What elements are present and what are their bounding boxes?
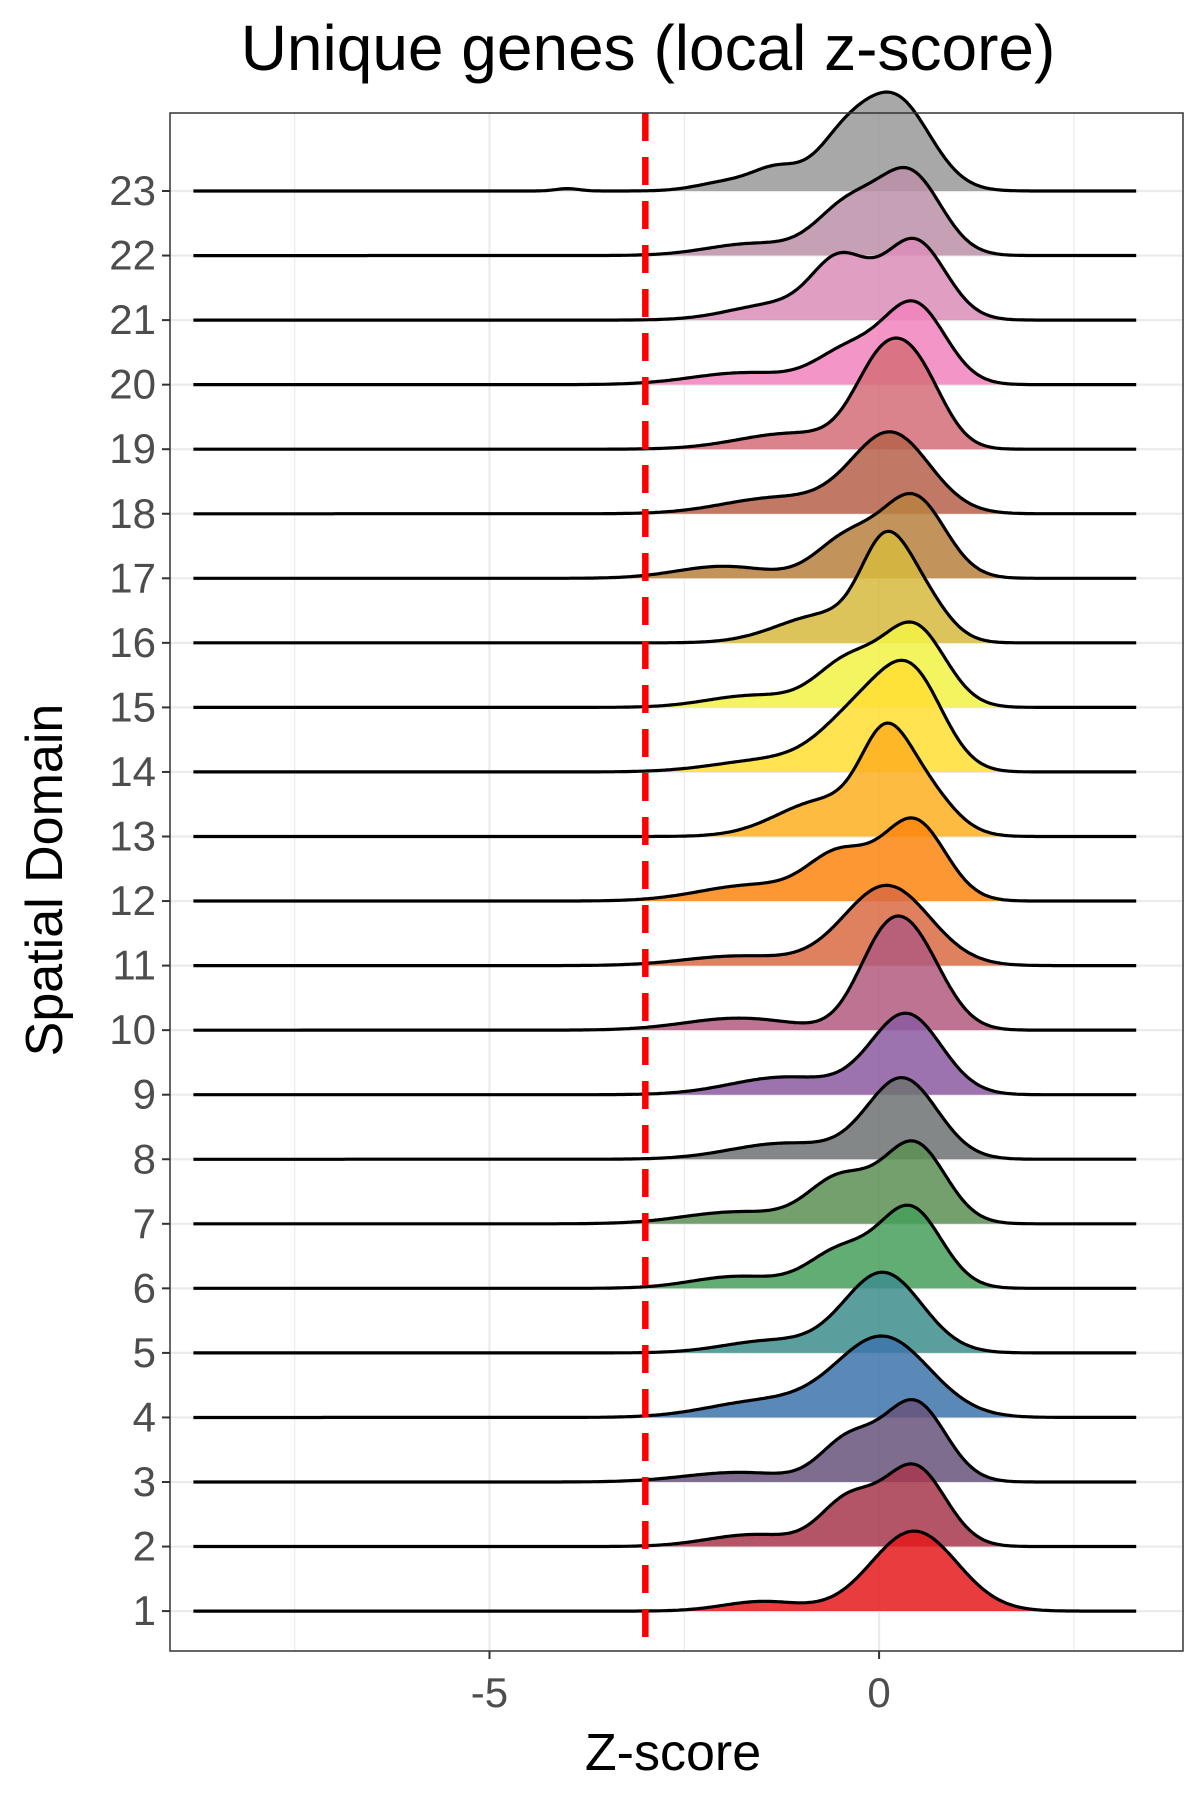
ridge-fill bbox=[193, 1463, 1137, 1547]
ridge-fill bbox=[193, 817, 1137, 902]
density-ridges bbox=[193, 90, 1137, 1613]
ridge-outline bbox=[193, 236, 1137, 322]
ridge-outline bbox=[193, 620, 1137, 709]
ridge-outline bbox=[193, 816, 1137, 903]
ridge-outline bbox=[193, 1203, 1137, 1290]
y-tick-label: 15 bbox=[109, 683, 156, 730]
y-tick-label: 20 bbox=[109, 361, 156, 408]
ridge-outline bbox=[193, 299, 1137, 387]
ridge-fill bbox=[193, 1140, 1137, 1224]
ridge-fill bbox=[193, 1336, 1137, 1418]
ridge-domain-12 bbox=[193, 816, 1137, 903]
ridge-domain-21 bbox=[193, 236, 1137, 322]
ridge-outline bbox=[193, 1076, 1137, 1161]
ridge-fill bbox=[193, 1205, 1137, 1289]
panel-border bbox=[169, 112, 1184, 1652]
y-tick-label: 9 bbox=[133, 1071, 156, 1118]
ridge-fill bbox=[193, 1077, 1137, 1160]
ridge-fill bbox=[193, 1013, 1137, 1095]
ridge-outline bbox=[193, 1462, 1137, 1549]
y-tick-label: 7 bbox=[133, 1200, 156, 1247]
ridge-outline bbox=[193, 90, 1137, 193]
ridge-outline bbox=[193, 1398, 1137, 1484]
ridge-outline bbox=[193, 1529, 1137, 1613]
ridge-domain-1 bbox=[193, 1529, 1137, 1613]
ridge-fill bbox=[193, 1272, 1137, 1353]
y-tick-label: 4 bbox=[133, 1393, 156, 1440]
ridge-domain-2 bbox=[193, 1462, 1137, 1549]
ridge-outline bbox=[193, 165, 1137, 258]
ridge-domain-22 bbox=[193, 165, 1137, 258]
ridge-outline bbox=[193, 1011, 1137, 1097]
y-tick-label: 13 bbox=[109, 813, 156, 860]
ridge-domain-5 bbox=[193, 1270, 1137, 1355]
y-tick-label: 17 bbox=[109, 554, 156, 601]
ridge-fill bbox=[193, 723, 1137, 837]
ridge-domain-18 bbox=[193, 430, 1137, 516]
y-tick-label: 10 bbox=[109, 1006, 156, 1053]
ridge-domain-9 bbox=[193, 1011, 1137, 1097]
y-tick-label: 3 bbox=[133, 1458, 156, 1505]
ridge-fill bbox=[193, 338, 1137, 450]
y-tick-label: 5 bbox=[133, 1329, 156, 1376]
ridge-fill bbox=[193, 531, 1137, 643]
ridge-fill bbox=[193, 238, 1137, 321]
ridge-fill bbox=[193, 916, 1137, 1031]
ridge-outline bbox=[193, 721, 1137, 839]
ridge-outline bbox=[193, 336, 1137, 451]
ridge-fill bbox=[193, 167, 1137, 256]
ridge-outline bbox=[193, 491, 1137, 580]
ridge-fill bbox=[193, 431, 1137, 514]
y-tick-label: 16 bbox=[109, 619, 156, 666]
y-tick-label: 6 bbox=[133, 1264, 156, 1311]
ridge-outline bbox=[193, 883, 1137, 968]
ridge-outline bbox=[193, 430, 1137, 516]
y-tick-label: 14 bbox=[109, 748, 156, 795]
x-axis-title: Z-score bbox=[585, 1724, 761, 1782]
ridge-outline bbox=[193, 658, 1137, 774]
ridge-fill bbox=[193, 1399, 1137, 1482]
ridge-domain-16 bbox=[193, 529, 1137, 645]
y-tick-label: 1 bbox=[133, 1587, 156, 1634]
y-axis-title: Spatial Domain bbox=[16, 704, 74, 1057]
y-tick-label: 23 bbox=[109, 167, 156, 214]
ridge-domain-10 bbox=[193, 914, 1137, 1032]
ridge-domain-6 bbox=[193, 1203, 1137, 1290]
ridge-fill bbox=[193, 1531, 1137, 1612]
chart-title: Unique genes (local z-score) bbox=[241, 12, 1056, 84]
x-tick-label: 0 bbox=[867, 1669, 890, 1716]
ridge-domain-3 bbox=[193, 1398, 1137, 1484]
y-tick-label: 18 bbox=[109, 490, 156, 537]
ridge-domain-7 bbox=[193, 1139, 1137, 1226]
ridge-domain-13 bbox=[193, 721, 1137, 839]
ridge-outline bbox=[193, 1139, 1137, 1226]
x-tick-label: -5 bbox=[471, 1669, 508, 1716]
ridge-domain-8 bbox=[193, 1076, 1137, 1161]
ridge-outline bbox=[193, 1334, 1137, 1420]
ridge-domain-4 bbox=[193, 1334, 1137, 1420]
ridge-outline bbox=[193, 529, 1137, 645]
y-tick-label: 19 bbox=[109, 425, 156, 472]
y-tick-label: 21 bbox=[109, 296, 156, 343]
y-tick-label: 8 bbox=[133, 1135, 156, 1182]
x-axis: -5 0 bbox=[471, 1651, 891, 1716]
ridge-outline bbox=[193, 914, 1137, 1032]
y-tick-label: 12 bbox=[109, 877, 156, 924]
y-tick-label: 2 bbox=[133, 1523, 156, 1570]
y-tick-label: 11 bbox=[112, 942, 156, 989]
ridge-domain-19 bbox=[193, 336, 1137, 451]
ridge-outline bbox=[193, 1270, 1137, 1355]
y-tick-label: 22 bbox=[109, 232, 156, 279]
